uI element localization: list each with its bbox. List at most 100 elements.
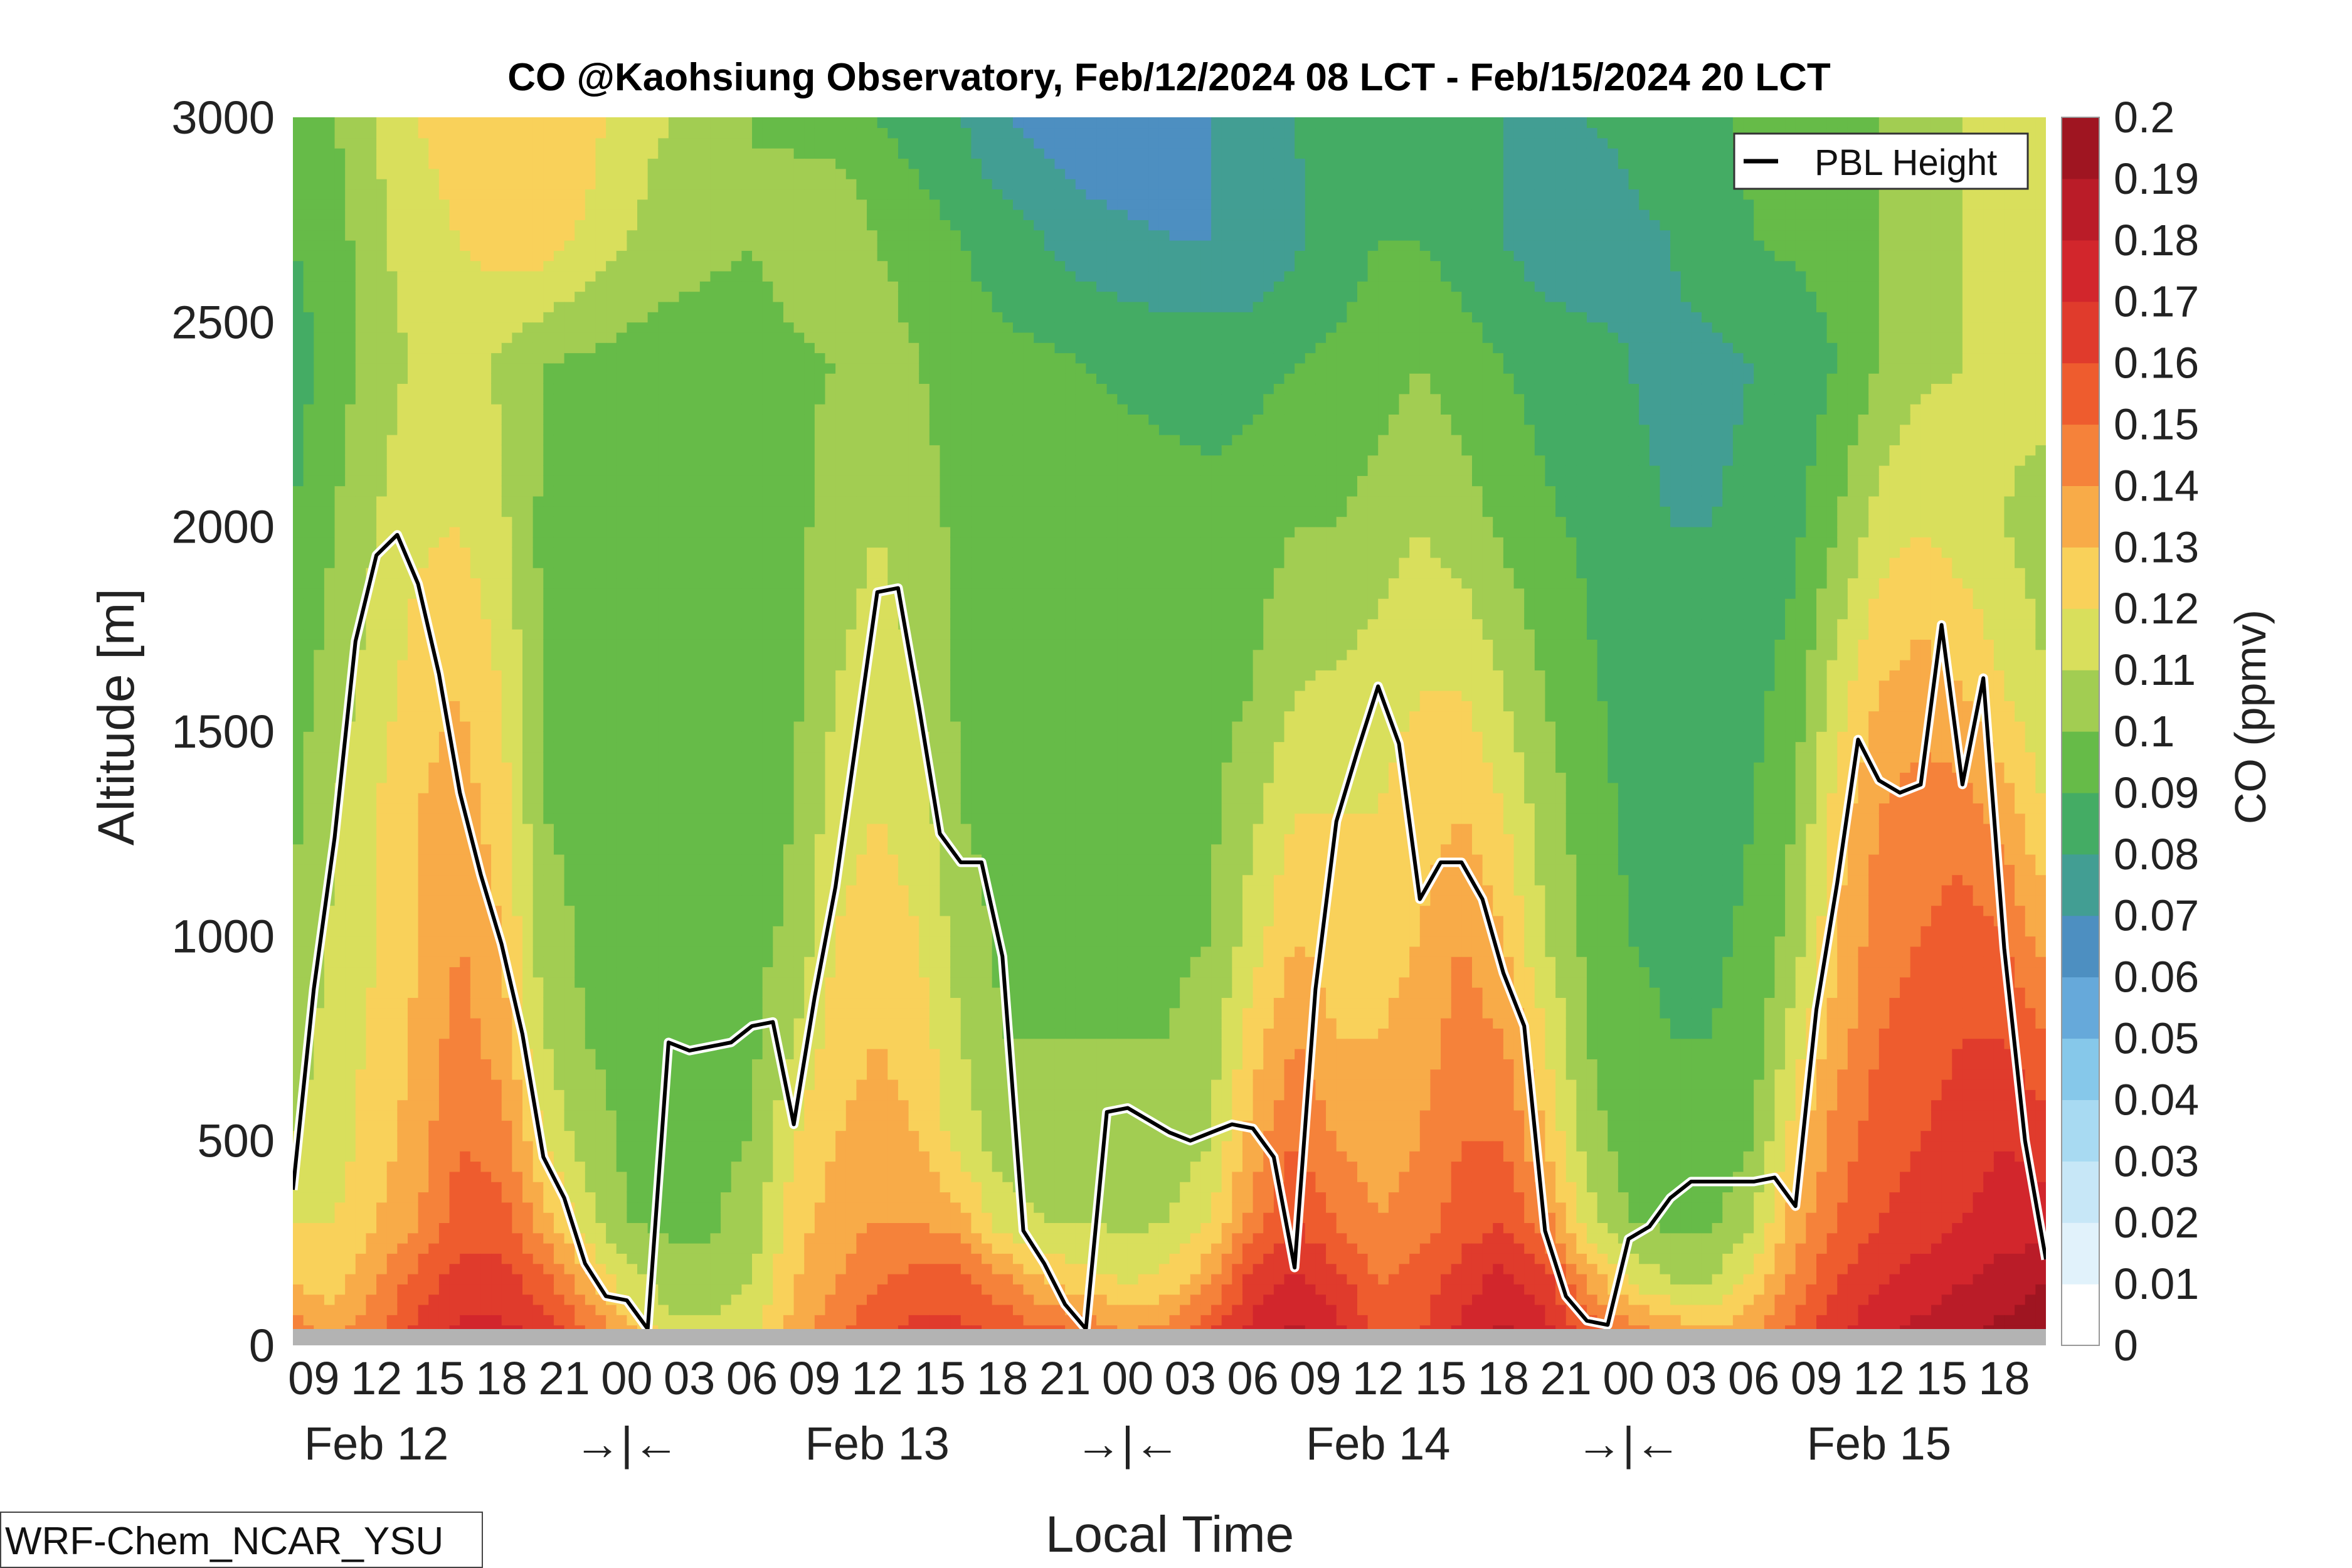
field-cell: [668, 741, 680, 753]
field-cell: [501, 782, 513, 793]
field-cell: [627, 1028, 638, 1039]
field-cell: [564, 618, 575, 630]
field-cell: [575, 977, 586, 988]
field-cell: [668, 711, 680, 722]
field-cell: [606, 711, 617, 722]
field-cell: [564, 127, 575, 139]
field-cell: [480, 987, 492, 999]
field-cell: [460, 987, 471, 999]
field-cell: [460, 1242, 471, 1254]
field-cell: [397, 1242, 408, 1254]
field-cell: [627, 967, 638, 978]
field-cell: [470, 977, 482, 988]
field-cell: [397, 711, 408, 722]
field-cell: [595, 127, 607, 139]
field-cell: [512, 1079, 523, 1090]
field-cell: [522, 322, 534, 333]
field-cell: [501, 1212, 513, 1223]
field-cell: [668, 946, 680, 957]
field-cell: [324, 639, 336, 650]
field-cell: [532, 701, 544, 712]
field-cell: [345, 332, 356, 343]
field-cell: [668, 1089, 680, 1101]
field-cell: [553, 1017, 565, 1029]
field-cell: [637, 475, 649, 487]
field-cell: [553, 147, 565, 159]
field-cell: [438, 1120, 450, 1131]
field-cell: [408, 1242, 419, 1254]
field-cell: [303, 1232, 315, 1244]
field-cell: [699, 1017, 711, 1029]
field-cell: [564, 670, 575, 681]
field-cell: [658, 312, 669, 323]
field-cell: [470, 1110, 482, 1121]
field-cell: [397, 1150, 408, 1162]
field-cell: [293, 915, 304, 926]
field-cell: [627, 455, 638, 466]
field-cell: [460, 291, 471, 302]
field-cell: [460, 895, 471, 906]
field-cell: [679, 567, 691, 579]
field-cell: [491, 1304, 502, 1315]
field-cell: [293, 117, 304, 129]
field-cell: [543, 680, 554, 691]
field-cell: [522, 352, 534, 364]
field-cell: [449, 659, 460, 670]
field-cell: [522, 536, 534, 548]
field-cell: [679, 240, 691, 251]
field-cell: [543, 1294, 554, 1305]
field-cell: [334, 168, 346, 179]
field-cell: [679, 701, 691, 712]
field-cell: [532, 823, 544, 834]
field-cell: [543, 475, 554, 487]
field-cell: [575, 178, 586, 190]
field-cell: [314, 1192, 325, 1203]
field-cell: [449, 168, 460, 179]
field-cell: [585, 445, 596, 456]
field-cell: [418, 792, 430, 804]
field-cell: [595, 772, 607, 783]
field-cell: [585, 1028, 596, 1039]
field-cell: [627, 291, 638, 302]
field-cell: [397, 220, 408, 231]
field-cell: [386, 1130, 398, 1142]
field-cell: [637, 701, 649, 712]
field-cell: [480, 342, 492, 354]
field-cell: [668, 1079, 680, 1090]
field-cell: [397, 884, 408, 896]
field-cell: [480, 1110, 492, 1121]
field-cell: [689, 864, 701, 876]
field-cell: [324, 1263, 336, 1274]
field-cell: [679, 1028, 691, 1039]
field-cell: [376, 915, 388, 926]
field-cell: [553, 189, 565, 200]
field-cell: [355, 1089, 367, 1101]
field-cell: [293, 1212, 304, 1223]
field-cell: [334, 1140, 346, 1152]
field-cell: [501, 711, 513, 722]
field-cell: [501, 414, 513, 425]
field-cell: [470, 414, 482, 425]
field-cell: [314, 834, 325, 845]
field-cell: [647, 250, 659, 262]
field-cell: [470, 598, 482, 609]
field-cell: [564, 823, 575, 834]
field-cell: [366, 782, 377, 793]
field-cell: [293, 977, 304, 988]
field-cell: [460, 936, 471, 947]
field-cell: [679, 1294, 691, 1305]
field-cell: [501, 260, 513, 272]
field-cell: [408, 1232, 419, 1244]
field-cell: [575, 363, 586, 374]
field-cell: [376, 393, 388, 405]
field-cell: [366, 1099, 377, 1111]
field-cell: [606, 936, 617, 947]
field-cell: [532, 1222, 544, 1234]
field-cell: [532, 946, 544, 957]
field-cell: [522, 598, 534, 609]
field-cell: [334, 547, 346, 558]
field-cell: [710, 701, 721, 712]
field-cell: [386, 598, 398, 609]
field-cell: [647, 987, 659, 999]
field-cell: [334, 393, 346, 405]
